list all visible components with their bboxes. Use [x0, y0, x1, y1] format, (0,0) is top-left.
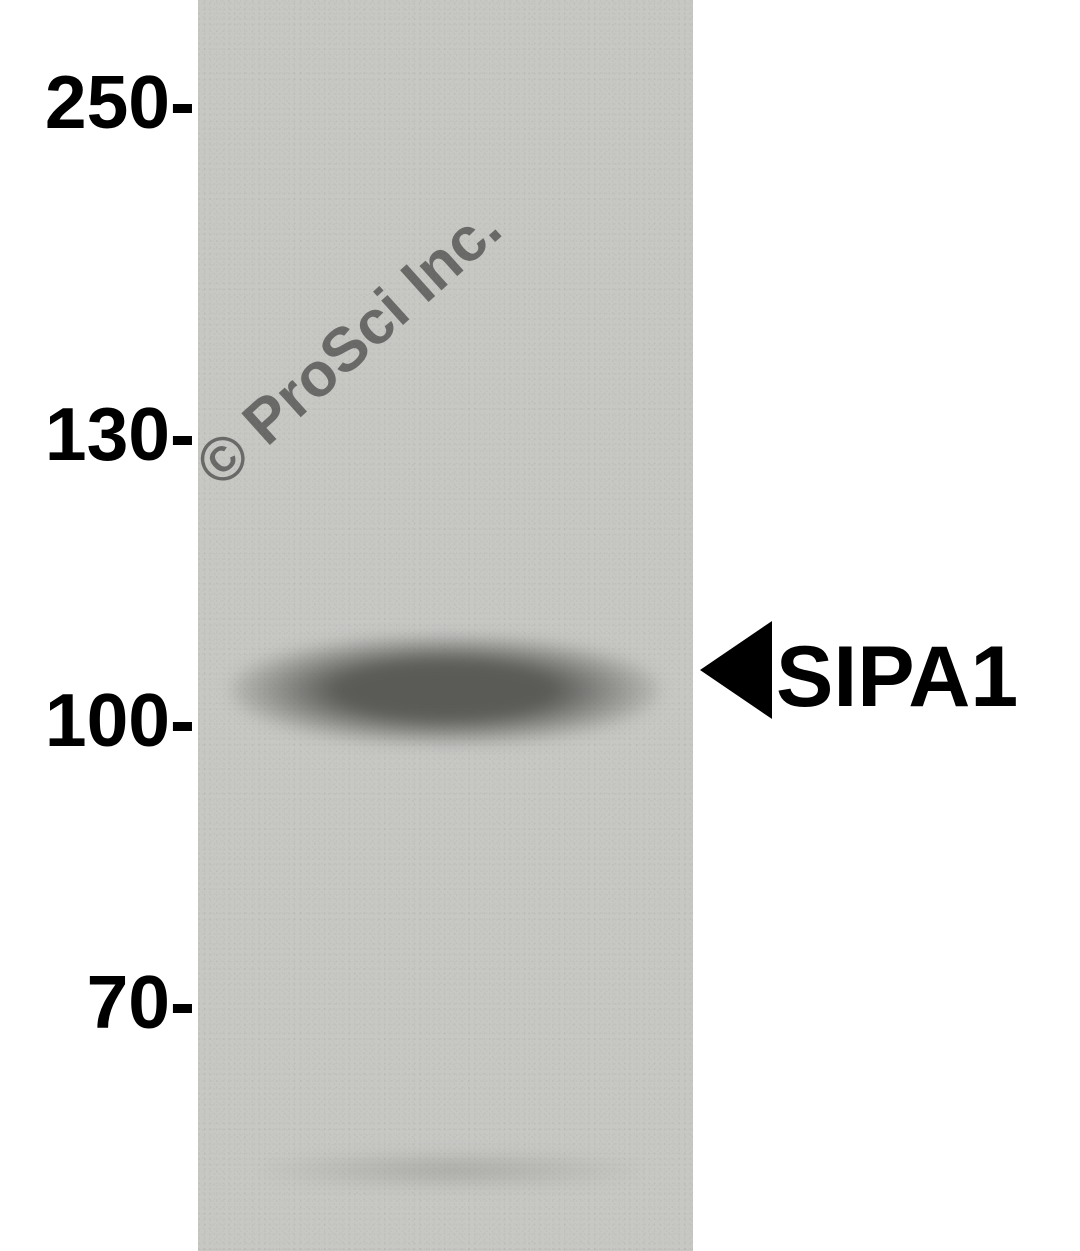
protein-label-text: SIPA1: [776, 629, 1018, 725]
mw-marker-250: 250-: [5, 59, 195, 145]
protein-arrow-icon: [700, 621, 772, 719]
protein-band-sipa1: [230, 635, 660, 745]
mw-marker-value: 130-: [45, 392, 195, 476]
mw-marker-value: 250-: [45, 60, 195, 144]
lane-noise: [198, 0, 693, 1251]
mw-marker-70: 70-: [5, 959, 195, 1045]
mw-marker-100: 100-: [5, 677, 195, 763]
blot-lane: © ProSci Inc.: [198, 0, 693, 1251]
watermark-text: © ProSci Inc.: [183, 192, 514, 500]
mw-marker-value: 70-: [87, 960, 195, 1044]
watermark: © ProSci Inc.: [182, 192, 514, 501]
mw-marker-value: 100-: [45, 678, 195, 762]
mw-marker-130: 130-: [5, 391, 195, 477]
protein-label: SIPA1: [776, 628, 1018, 727]
faint-band: [260, 1150, 640, 1190]
